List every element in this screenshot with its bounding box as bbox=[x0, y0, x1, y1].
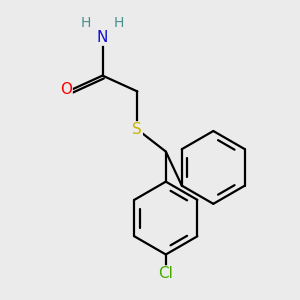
Text: O: O bbox=[60, 82, 72, 97]
Text: H: H bbox=[114, 16, 124, 30]
Text: S: S bbox=[133, 122, 142, 137]
Text: N: N bbox=[97, 30, 108, 45]
Text: Cl: Cl bbox=[158, 266, 173, 281]
Text: H: H bbox=[81, 16, 91, 30]
